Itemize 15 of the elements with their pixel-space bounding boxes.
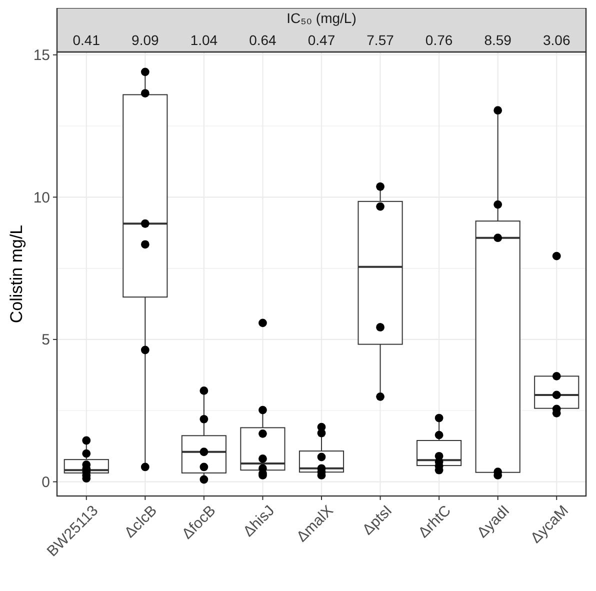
- text: 9.09: [132, 32, 160, 48]
- text: 0.41: [72, 32, 100, 48]
- y-tick-label: 0: [42, 474, 50, 492]
- text: 0.64: [249, 32, 277, 48]
- y-tick-label: 10: [33, 189, 50, 206]
- y-tick-label: 15: [33, 47, 50, 64]
- text: 3.06: [542, 32, 570, 48]
- text: 0.76: [425, 32, 453, 48]
- text: 7.57: [366, 32, 394, 48]
- text: 1.04: [190, 32, 218, 48]
- text: 0.47: [308, 32, 336, 48]
- text: 8.59: [484, 32, 512, 48]
- y-tick-label: 5: [42, 332, 50, 349]
- chart-title: IC₅₀ (mg/L): [286, 10, 356, 26]
- y-axis-title: Colistin mg/L: [7, 224, 26, 324]
